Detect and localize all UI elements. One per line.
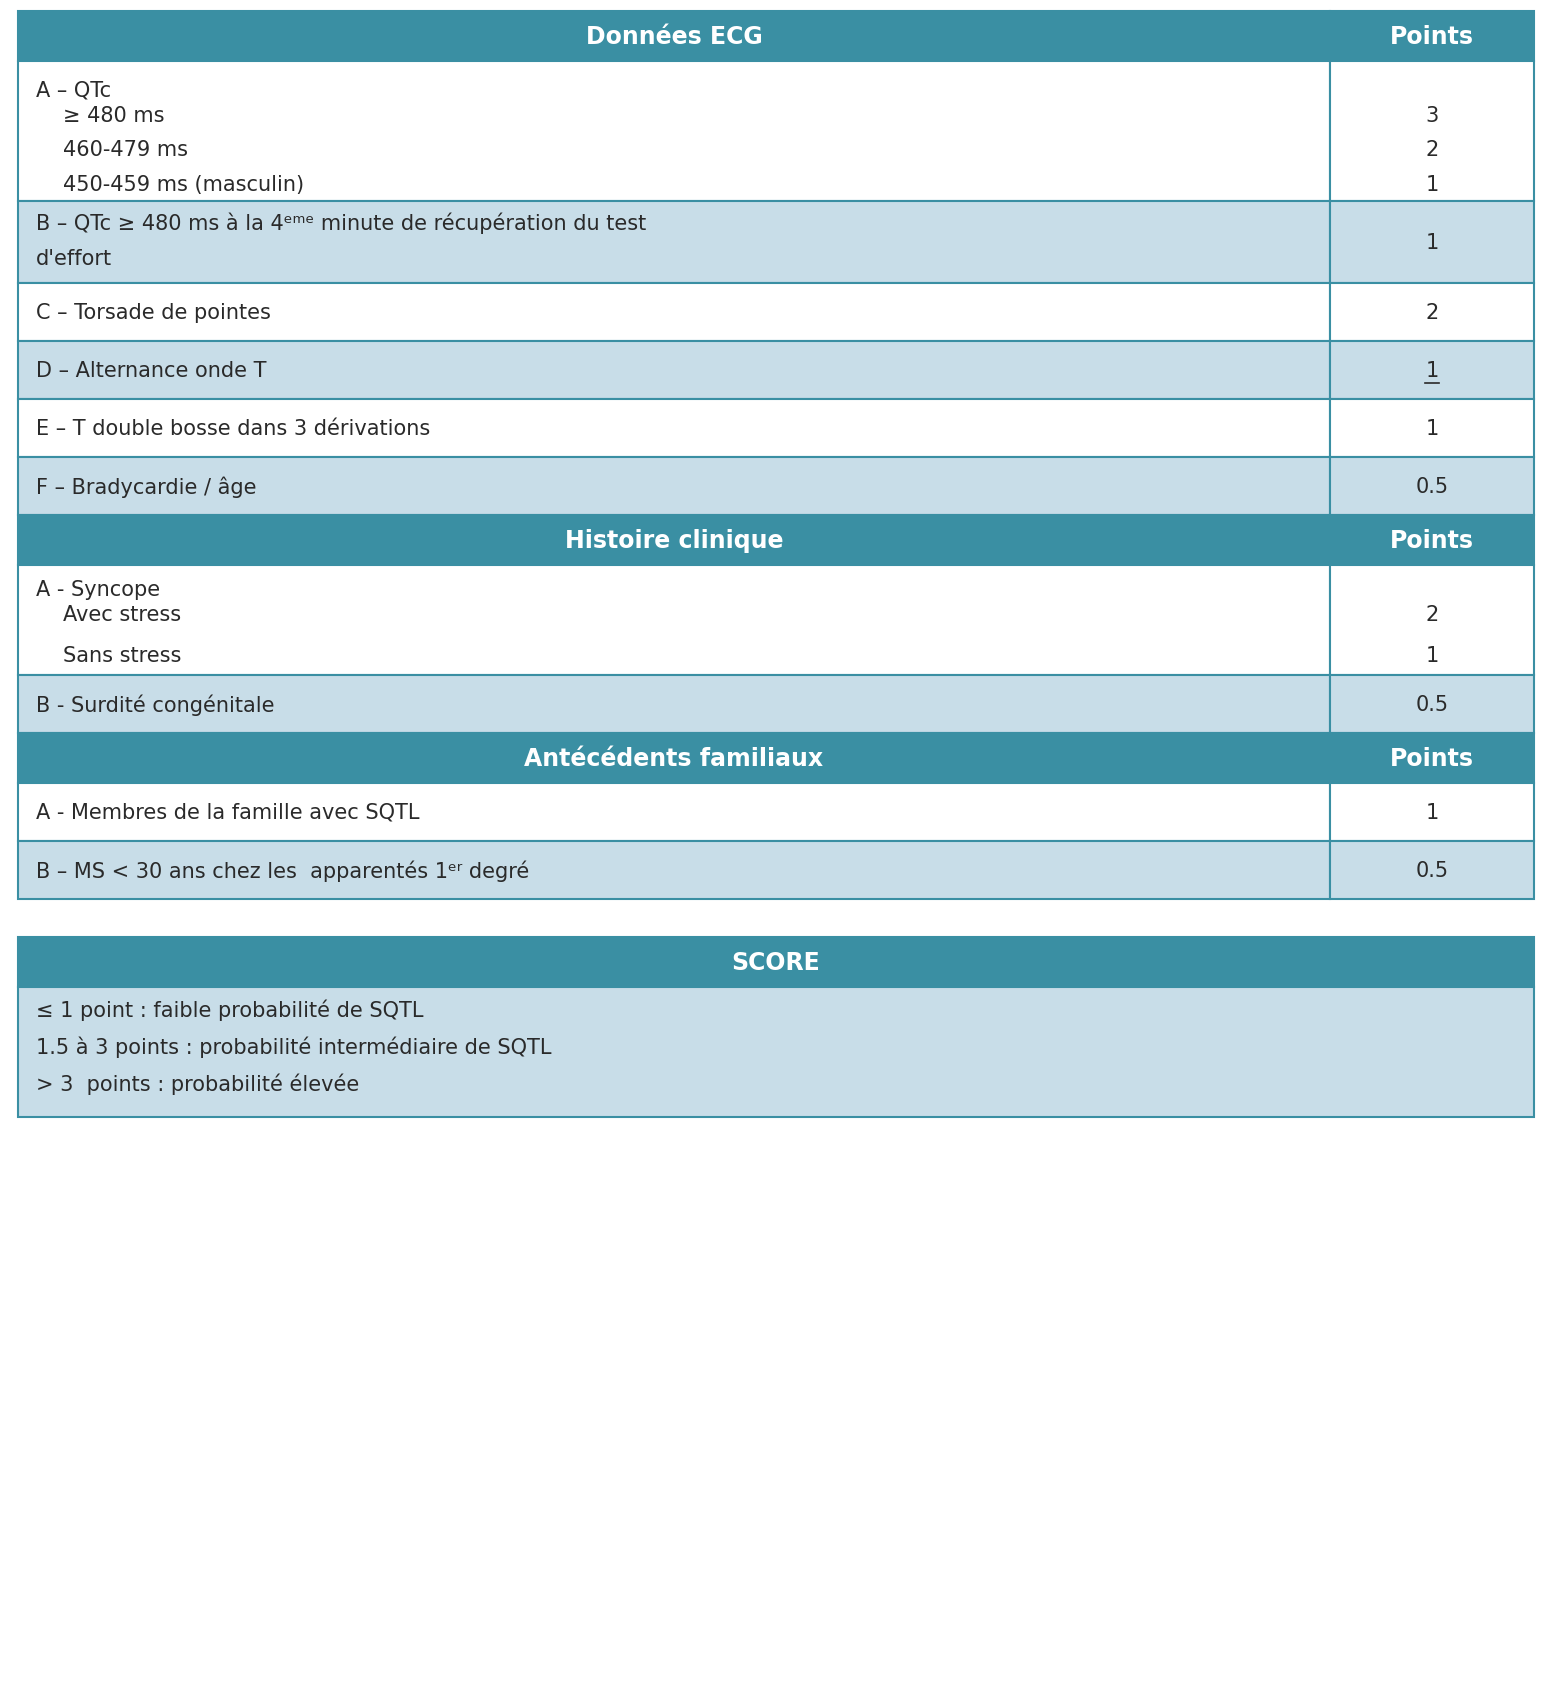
Text: C – Torsade de pointes: C – Torsade de pointes <box>36 302 272 323</box>
Text: 2: 2 <box>1425 302 1439 323</box>
Text: A - Syncope: A - Syncope <box>36 579 160 600</box>
Bar <box>1330 341 1533 400</box>
Bar <box>19 203 1330 284</box>
Text: 0.5: 0.5 <box>1415 476 1448 497</box>
Text: 450-459 ms (masculin): 450-459 ms (masculin) <box>64 174 304 194</box>
Text: 2: 2 <box>1425 605 1439 625</box>
Text: Données ECG: Données ECG <box>585 25 762 49</box>
Bar <box>19 784 1330 841</box>
Bar <box>1330 784 1533 841</box>
Text: 2: 2 <box>1425 140 1439 160</box>
Text: D – Alternance onde T: D – Alternance onde T <box>36 361 267 380</box>
Text: Antécédents familiaux: Antécédents familiaux <box>525 747 824 770</box>
Bar <box>1330 400 1533 458</box>
Bar <box>19 566 1330 676</box>
Text: Points: Points <box>1391 747 1474 770</box>
Text: E – T double bosse dans 3 dérivations: E – T double bosse dans 3 dérivations <box>36 419 430 439</box>
Text: A - Membres de la famille avec SQTL: A - Membres de la famille avec SQTL <box>36 802 419 823</box>
Text: A – QTc: A – QTc <box>36 79 112 100</box>
Text: 1: 1 <box>1425 361 1439 380</box>
Text: > 3  points : probabilité élevée: > 3 points : probabilité élevée <box>36 1073 359 1094</box>
Bar <box>19 676 1330 733</box>
Text: Sans stress: Sans stress <box>64 645 182 665</box>
Text: 460-479 ms: 460-479 ms <box>64 140 188 160</box>
Bar <box>19 733 1533 784</box>
Bar <box>1330 203 1533 284</box>
Bar <box>1330 841 1533 900</box>
Text: 1.5 à 3 points : probabilité intermédiaire de SQTL: 1.5 à 3 points : probabilité intermédiai… <box>36 1035 551 1057</box>
Text: F – Bradycardie / âge: F – Bradycardie / âge <box>36 476 256 498</box>
Text: 1: 1 <box>1425 233 1439 253</box>
Bar <box>1330 458 1533 515</box>
Bar <box>19 62 1330 203</box>
Bar <box>19 341 1330 400</box>
Text: 0.5: 0.5 <box>1415 694 1448 714</box>
Bar <box>19 515 1533 566</box>
Bar <box>19 841 1330 900</box>
Text: Points: Points <box>1391 25 1474 49</box>
Text: B – QTc ≥ 480 ms à la 4ᵉᵐᵉ minute de récupération du test: B – QTc ≥ 480 ms à la 4ᵉᵐᵉ minute de réc… <box>36 213 646 235</box>
Text: Points: Points <box>1391 529 1474 552</box>
Bar <box>1330 566 1533 676</box>
Text: 1: 1 <box>1425 174 1439 194</box>
Bar <box>1330 62 1533 203</box>
Text: B - Surdité congénitale: B - Surdité congénitale <box>36 694 275 716</box>
Text: B – MS < 30 ans chez les  apparentés 1ᵉʳ degré: B – MS < 30 ans chez les apparentés 1ᵉʳ … <box>36 860 529 882</box>
Bar <box>19 284 1330 341</box>
Bar <box>1330 284 1533 341</box>
Text: 3: 3 <box>1425 106 1439 125</box>
Bar <box>19 400 1330 458</box>
Text: SCORE: SCORE <box>731 951 821 975</box>
Text: 1: 1 <box>1425 802 1439 823</box>
Bar <box>1330 676 1533 733</box>
Bar <box>19 12 1533 62</box>
Text: ≥ 480 ms: ≥ 480 ms <box>64 106 165 125</box>
Text: Histoire clinique: Histoire clinique <box>565 529 784 552</box>
Text: ≤ 1 point : faible probabilité de SQTL: ≤ 1 point : faible probabilité de SQTL <box>36 998 424 1020</box>
Text: 0.5: 0.5 <box>1415 860 1448 880</box>
Bar <box>19 458 1330 515</box>
Bar <box>19 937 1533 988</box>
Text: 1: 1 <box>1425 645 1439 665</box>
Bar <box>19 988 1533 1118</box>
Text: Avec stress: Avec stress <box>64 605 182 625</box>
Text: 1: 1 <box>1425 419 1439 439</box>
Text: d'effort: d'effort <box>36 248 112 269</box>
